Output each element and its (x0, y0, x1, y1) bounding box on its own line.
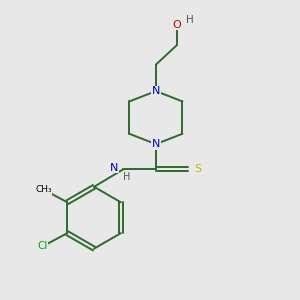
Text: N: N (152, 86, 160, 96)
Text: O: O (172, 20, 181, 30)
Text: CH₃: CH₃ (35, 185, 52, 194)
Text: Cl: Cl (37, 241, 47, 250)
Text: S: S (194, 164, 201, 174)
Text: H: H (186, 15, 194, 26)
Text: N: N (152, 139, 160, 149)
Text: H: H (123, 172, 130, 182)
Text: N: N (110, 163, 118, 173)
